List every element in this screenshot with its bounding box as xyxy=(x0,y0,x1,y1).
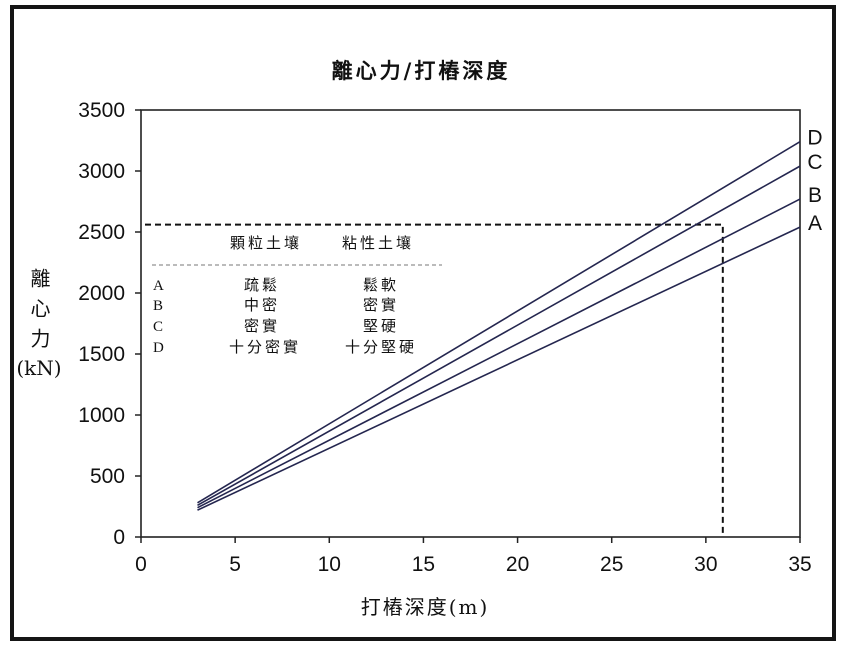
y-tick-label: 1500 xyxy=(78,343,125,366)
x-tick-label: 35 xyxy=(788,553,811,576)
table-row-key: C xyxy=(153,319,163,335)
y-axis-title-text: 離心力 xyxy=(27,268,51,358)
table-row: C 密實 堅硬 xyxy=(153,317,399,335)
y-axis: 0 500 1000 1500 2000 2500 3000 3500 xyxy=(78,99,141,549)
x-tick-label: 20 xyxy=(506,553,529,576)
series-line-a xyxy=(197,226,801,511)
table-row-granular: 中密 xyxy=(244,296,280,314)
x-axis: 0 5 10 15 20 25 30 35 xyxy=(135,537,812,576)
y-tick-label: 500 xyxy=(90,465,125,488)
plot-area xyxy=(140,109,801,538)
series-label-c: C xyxy=(807,151,822,174)
table-row-cohesive: 密實 xyxy=(363,296,399,314)
table-row-cohesive: 十分堅硬 xyxy=(345,338,417,356)
y-tick-label: 2500 xyxy=(78,221,125,244)
series-line-c xyxy=(197,165,801,506)
x-tick-label: 0 xyxy=(135,553,147,576)
reference-line-group xyxy=(145,223,724,537)
table-row-key: A xyxy=(153,278,164,294)
y-axis-title: 離心力 (kN) xyxy=(14,268,64,378)
x-tick-label: 10 xyxy=(318,553,341,576)
chart-title: 離心力/打樁深度 xyxy=(332,58,511,83)
table-row-key: D xyxy=(153,340,164,356)
y-axis-unit: (kN) xyxy=(16,356,62,380)
table-row: D 十分密實 十分堅硬 xyxy=(153,338,417,356)
table-row: B 中密 密實 xyxy=(153,296,399,314)
table-row-granular: 疏鬆 xyxy=(244,276,280,294)
table-row: A 疏鬆 鬆軟 xyxy=(153,276,399,294)
table-header-cohesive: 粘性土壤 xyxy=(342,234,414,252)
y-tick-label: 0 xyxy=(113,526,125,549)
series-label-d: D xyxy=(807,127,822,150)
table-row-granular: 十分密實 xyxy=(229,338,301,356)
series-label-b: B xyxy=(808,184,822,207)
series-line-b xyxy=(197,198,801,509)
y-tick-label: 1000 xyxy=(78,404,125,427)
reference-dashed-line xyxy=(145,223,724,537)
y-tick-label: 2000 xyxy=(78,282,125,305)
series-label-a: A xyxy=(808,212,822,235)
table-row-granular: 密實 xyxy=(244,317,280,335)
table-row-cohesive: 堅硬 xyxy=(363,317,399,335)
table-header-granular: 顆粒土壤 xyxy=(230,234,302,252)
x-tick-label: 5 xyxy=(229,553,241,576)
x-axis-title: 打樁深度(m) xyxy=(361,595,490,619)
series-line-d xyxy=(197,141,801,504)
table-row-cohesive: 鬆軟 xyxy=(363,276,399,294)
y-tick-label: 3000 xyxy=(78,160,125,183)
x-tick-label: 25 xyxy=(600,553,623,576)
x-tick-label: 15 xyxy=(412,553,435,576)
y-tick-label: 3500 xyxy=(78,99,125,122)
x-tick-label: 30 xyxy=(694,553,717,576)
table-row-key: B xyxy=(153,298,163,314)
figure-frame xyxy=(10,5,836,641)
soil-table: 顆粒土壤 粘性土壤 A 疏鬆 鬆軟 B 中密 密實 C 密實 堅硬 D 十分密實 xyxy=(152,234,442,356)
